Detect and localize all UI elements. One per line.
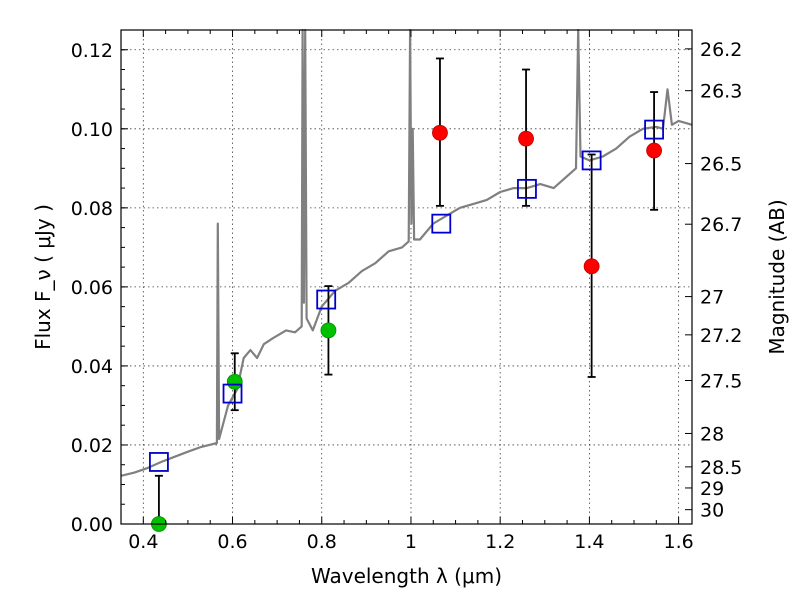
right-tick-label: 26.5: [700, 154, 742, 176]
y-tick-label: 0.06: [71, 277, 113, 299]
red-data-point: [518, 130, 534, 147]
right-tick-label: 30: [700, 500, 724, 522]
x-tick-label: 1: [405, 531, 417, 553]
x-tick-label: 0.6: [217, 531, 247, 553]
right-tick-label: 26.3: [700, 81, 742, 103]
x-tick-label: 1.2: [485, 531, 515, 553]
plot-frame: [120, 29, 693, 525]
model-flux-square: [517, 178, 537, 199]
x-tick-label: 0.8: [307, 531, 337, 553]
y-axis-label: Flux F_ν ( μJy ): [31, 204, 55, 350]
x-tick-label: 0.4: [128, 531, 158, 553]
y-tick-label: 0.12: [71, 40, 113, 62]
x-tick-label: 1.4: [574, 531, 604, 553]
x-tick-label: 1.6: [664, 531, 694, 553]
model-flux-square: [316, 289, 337, 310]
spectrum-line: [120, 28, 693, 477]
model-flux-square: [581, 150, 602, 171]
y-tick-label: 0.08: [71, 198, 113, 220]
model-flux-square: [644, 119, 664, 140]
right-axis-label: Magnitude (AB): [765, 199, 789, 354]
right-tick-label: 26.2: [700, 39, 742, 61]
right-tick-label: 27.5: [700, 371, 742, 393]
y-tick-label: 0.02: [71, 435, 113, 457]
right-tick-label: 27: [700, 287, 724, 309]
y-tick-label: 0.10: [71, 119, 113, 141]
grid-layer: [121, 30, 692, 525]
model-flux-square: [222, 383, 243, 404]
ticks-layer: 0.4 0.6 0.8 1 1.2 1.4 1.6 0.00 0.02 0.04 0.06 0.08 0…: [71, 30, 742, 553]
green-data-point: [320, 322, 337, 339]
red-data-point: [432, 124, 448, 141]
points-layer: [149, 57, 664, 532]
red-data-point: [646, 142, 662, 159]
x-axis-label: Wavelength λ (μm): [311, 564, 502, 588]
right-tick-label: 26.7: [700, 214, 742, 236]
y-tick-label: 0.00: [71, 514, 113, 536]
right-tick-label: 27.2: [700, 325, 742, 347]
model-flux-square: [431, 213, 452, 234]
right-tick-label: 28.5: [700, 457, 742, 479]
y-tick-label: 0.04: [71, 356, 113, 378]
green-data-point: [226, 373, 243, 390]
model-flux-square: [149, 452, 169, 472]
red-data-point: [583, 258, 600, 275]
right-tick-label: 29: [700, 478, 724, 500]
spectrum-layer: [120, 28, 693, 477]
right-tick-label: 28: [700, 423, 724, 445]
